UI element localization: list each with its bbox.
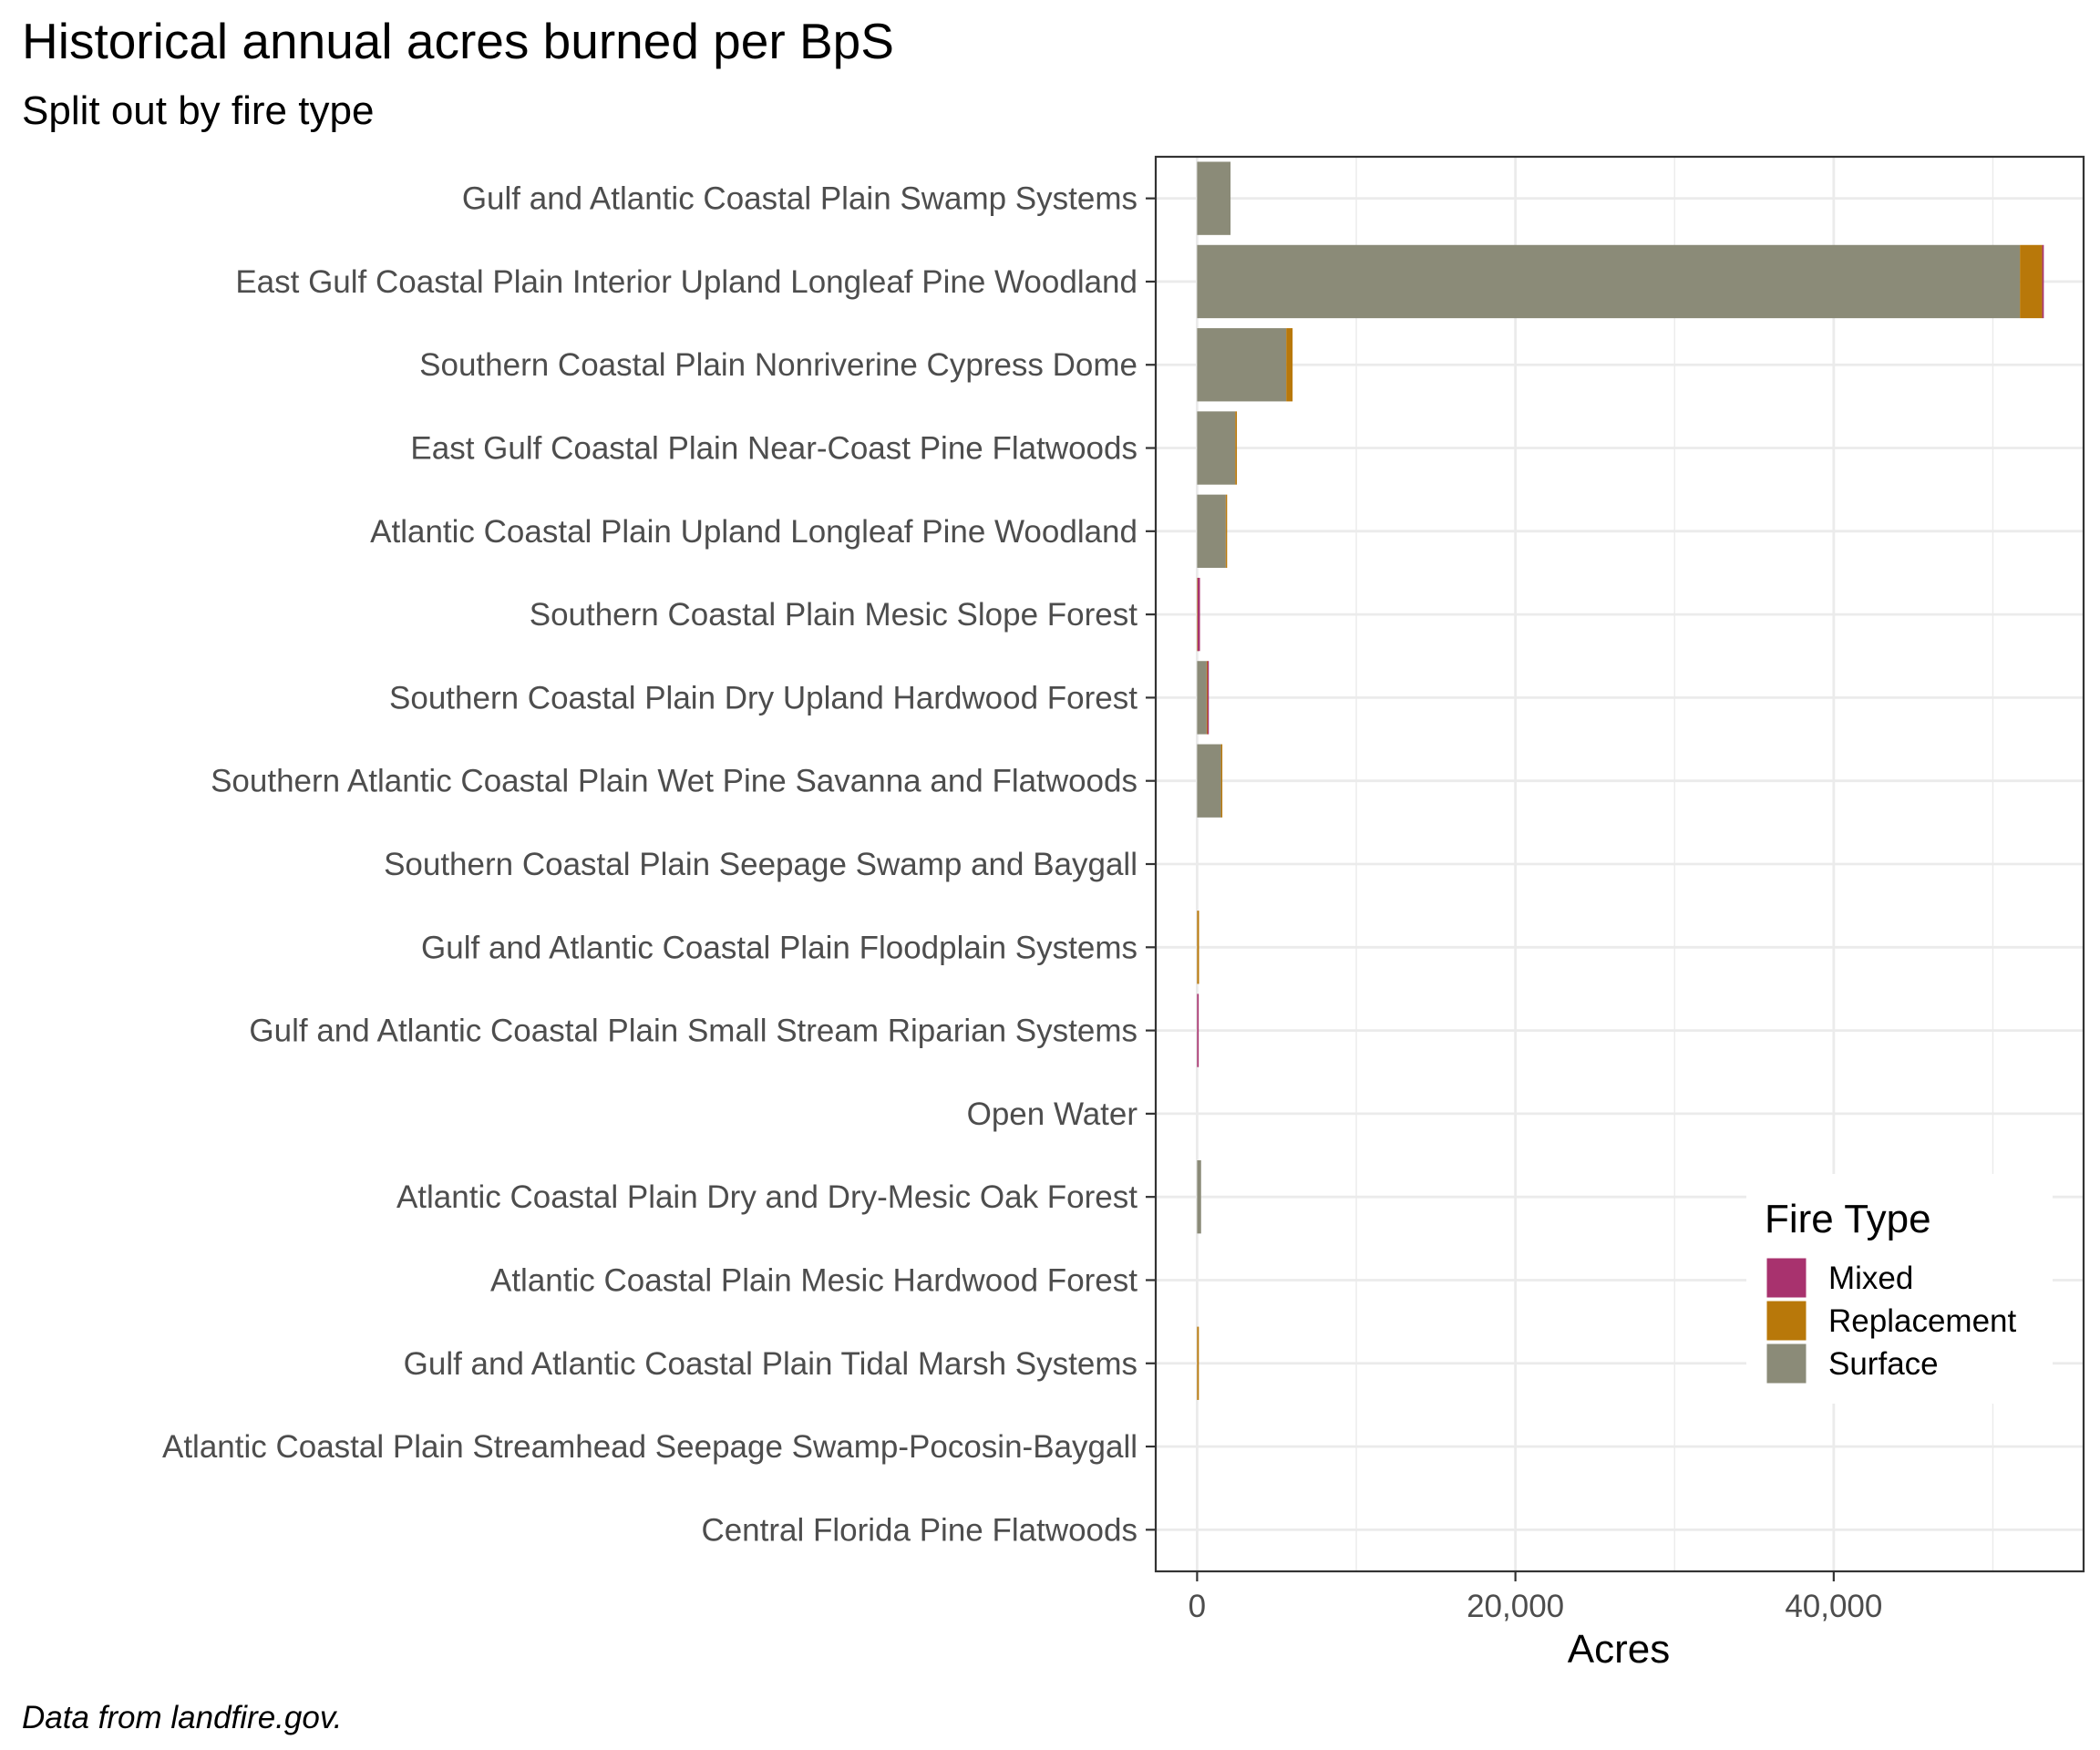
bar-replacement: [1206, 661, 1209, 735]
y-tick-label: Southern Coastal Plain Seepage Swamp and…: [384, 847, 1138, 882]
bar-replacement: [1197, 1326, 1199, 1400]
legend-title: Fire Type: [1765, 1197, 1931, 1241]
chart-caption: Data from landfire.gov.: [22, 1700, 342, 1735]
y-tick-label: Open Water: [967, 1096, 1138, 1132]
y-tick-label: Southern Coastal Plain Mesic Slope Fores…: [530, 597, 1138, 633]
bar-replacement: [2020, 244, 2043, 319]
legend-swatch-mixed: [1765, 1257, 1807, 1299]
bar-surface: [1197, 244, 2021, 319]
x-tick-label: 0: [1189, 1589, 1206, 1624]
y-tick-label: Southern Coastal Plain Nonriverine Cypre…: [419, 347, 1138, 383]
y-tick-label: Gulf and Atlantic Coastal Plain Swamp Sy…: [462, 181, 1138, 217]
y-tick-label: Atlantic Coastal Plain Upland Longleaf P…: [370, 514, 1138, 550]
bar-mixed: [1207, 661, 1210, 735]
bar-surface: [1197, 744, 1221, 818]
bar-replacement: [1220, 744, 1223, 818]
x-axis-title: Acres: [1568, 1627, 1670, 1672]
y-tick-label: East Gulf Coastal Plain Near-Coast Pine …: [410, 431, 1138, 467]
y-tick-label: Gulf and Atlantic Coastal Plain Tidal Ma…: [404, 1346, 1138, 1382]
y-tick-label: Southern Coastal Plain Dry Upland Hardwo…: [389, 680, 1138, 715]
chart-subtitle: Split out by fire type: [22, 88, 374, 133]
legend: Fire Type Mixed Replacement Surface: [1746, 1174, 2053, 1404]
x-axis-tick-labels: 0 20,000 40,000: [1189, 1571, 1882, 1624]
bar-surface: [1197, 328, 1287, 402]
y-tick-label: East Gulf Coastal Plain Interior Upland …: [235, 264, 1138, 300]
bar-replacement: [1235, 411, 1238, 485]
y-tick-label: Atlantic Coastal Plain Dry and Dry-Mesic…: [396, 1179, 1138, 1215]
bar-surface: [1197, 1160, 1201, 1234]
y-tick-label: Central Florida Pine Flatwoods: [701, 1512, 1138, 1548]
y-tick-label: Gulf and Atlantic Coastal Plain Floodpla…: [421, 930, 1138, 965]
legend-swatch-replacement: [1765, 1300, 1807, 1342]
y-tick-label: Atlantic Coastal Plain Streamhead Seepag…: [162, 1429, 1138, 1465]
chart-title: Historical annual acres burned per BpS: [22, 13, 894, 69]
legend-items: Mixed Replacement Surface: [1765, 1257, 2016, 1385]
y-tick-label: Atlantic Coastal Plain Mesic Hardwood Fo…: [490, 1262, 1138, 1298]
bar-surface: [1197, 494, 1226, 568]
y-tick-label: Gulf and Atlantic Coastal Plain Small St…: [249, 1014, 1138, 1049]
bar-surface: [1197, 661, 1207, 735]
bar-replacement: [1286, 328, 1293, 402]
bar-mixed: [1197, 993, 1199, 1067]
legend-label-surface: Surface: [1828, 1346, 1939, 1382]
y-axis-tick-labels: Gulf and Atlantic Coastal Plain Swamp Sy…: [162, 181, 1156, 1548]
x-tick-label: 40,000: [1785, 1589, 1882, 1624]
bar-mixed: [2042, 244, 2044, 319]
bar-mixed: [1197, 577, 1200, 652]
bar-surface: [1197, 161, 1231, 235]
bar-surface: [1197, 411, 1236, 485]
y-tick-label: Southern Atlantic Coastal Plain Wet Pine…: [211, 764, 1138, 799]
legend-label-mixed: Mixed: [1828, 1261, 1913, 1296]
legend-swatch-surface: [1765, 1343, 1807, 1385]
legend-label-replacement: Replacement: [1828, 1303, 2016, 1339]
bar-replacement: [1197, 911, 1199, 984]
bar-replacement: [1225, 494, 1228, 568]
x-tick-label: 20,000: [1467, 1589, 1564, 1624]
